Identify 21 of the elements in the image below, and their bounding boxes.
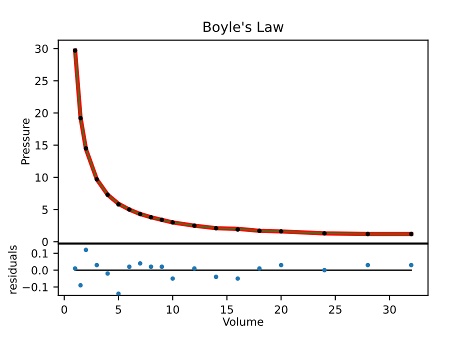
chart-title: Boyle's Law (204, 21, 284, 35)
y-tick-label: 30 (35, 44, 48, 53)
x-tick-label: 30 (383, 305, 396, 314)
x-tick-label: 20 (274, 305, 288, 314)
y-tick-label: 25 (35, 76, 48, 86)
y-tick-label: 5 (42, 206, 48, 214)
y-axis-title: Pressure (21, 118, 30, 164)
x-axis-title: Volume (222, 317, 264, 326)
y-tick-label: 20 (35, 108, 48, 118)
x-tick-label: 0 (61, 305, 68, 314)
x-tick-label: 5 (116, 305, 122, 314)
y-tick-label: 0 (42, 238, 48, 246)
y-tick-label: 10 (36, 173, 48, 182)
y-tick-label: 0.1 (32, 249, 48, 258)
y-axis-title: residuals (8, 245, 17, 294)
y-tick-label: 0.0 (32, 266, 48, 275)
x-tick-label: 25 (329, 305, 342, 314)
y-tick-label: −0.1 (22, 282, 48, 292)
y-tick-label: 15 (36, 141, 48, 150)
x-tick-label: 10 (166, 305, 180, 314)
x-tick-label: 15 (221, 305, 233, 314)
